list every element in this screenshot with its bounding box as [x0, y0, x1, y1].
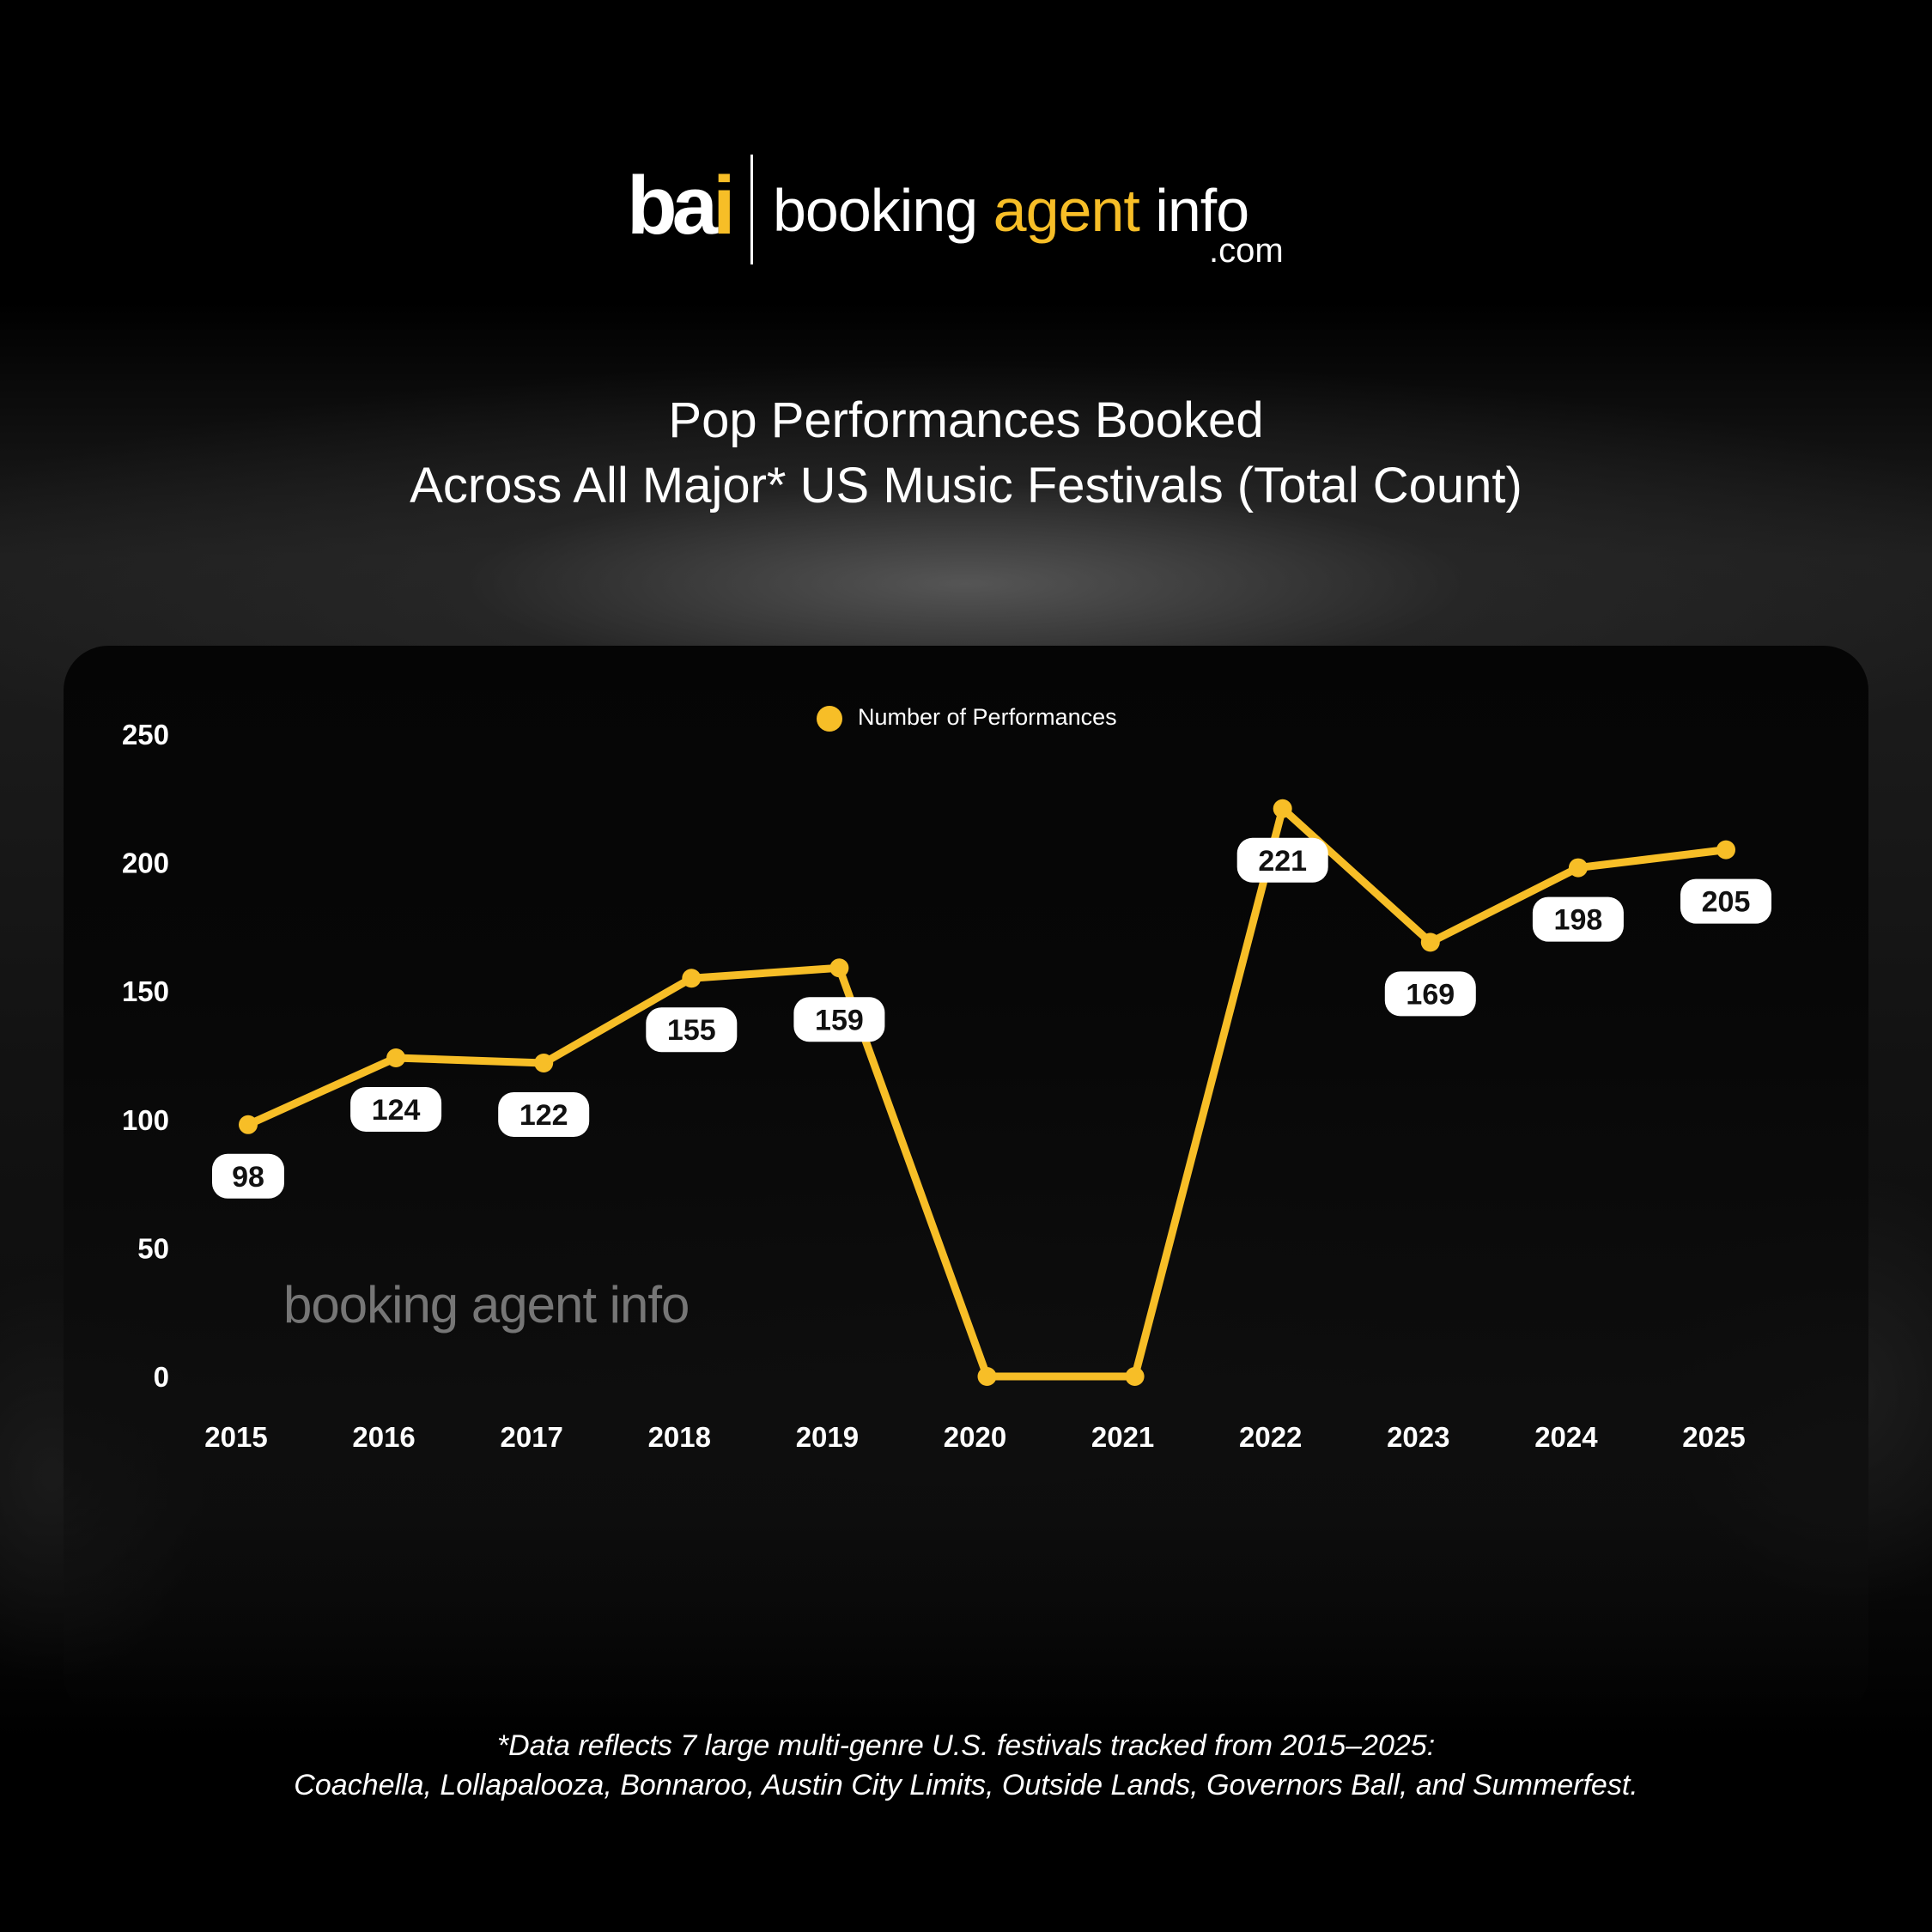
- data-label: 159: [815, 1004, 864, 1036]
- data-labels: 98 124 122 155 159 221 169 198 205: [212, 837, 1771, 1199]
- x-tick-label: 2021: [1091, 1421, 1154, 1453]
- legend-label: Number of Performances: [858, 704, 1117, 730]
- x-tick-label: 2025: [1682, 1421, 1745, 1453]
- title-line-1: Pop Performances Booked: [668, 392, 1264, 448]
- data-label: 122: [519, 1099, 568, 1132]
- data-point: [977, 1367, 997, 1386]
- y-tick-label: 150: [122, 975, 169, 1007]
- y-tick-label: 0: [154, 1361, 169, 1393]
- y-tick-label: 250: [122, 719, 169, 750]
- x-tick-label: 2019: [796, 1421, 859, 1453]
- logo-divider: [750, 155, 753, 264]
- data-label: 124: [372, 1094, 421, 1127]
- legend-marker: [817, 706, 842, 732]
- x-tick-label: 2024: [1534, 1421, 1598, 1453]
- x-tick-label: 2020: [944, 1421, 1006, 1453]
- data-point: [534, 1053, 554, 1072]
- x-tick-label: 2018: [648, 1421, 711, 1453]
- footnote: *Data reflects 7 large multi-genre U.S. …: [0, 1726, 1932, 1805]
- data-point: [1125, 1367, 1145, 1386]
- footnote-line-2: Coachella, Lollapalooza, Bonnaroo, Austi…: [294, 1769, 1638, 1801]
- data-point: [1568, 858, 1588, 878]
- x-axis: 2015 2016 2017 2018 2019 2020 2021 2022 2023 2024…: [204, 1421, 1745, 1453]
- x-tick-label: 2023: [1387, 1421, 1449, 1453]
- chart-title: Pop Performances Booked Across All Major…: [0, 388, 1932, 519]
- data-label: 198: [1554, 904, 1603, 937]
- data-label-box: [1680, 878, 1771, 924]
- data-label-box: [498, 1091, 590, 1137]
- data-label-box: [1532, 896, 1624, 942]
- x-tick-label: 2016: [352, 1421, 415, 1453]
- brand-logo: bai booking agent info .com: [0, 155, 1932, 275]
- data-label-box: [350, 1086, 442, 1132]
- chart-panel: [64, 646, 1868, 1719]
- data-point: [1273, 799, 1292, 818]
- data-label: 221: [1258, 845, 1307, 878]
- data-label: 169: [1406, 978, 1455, 1011]
- y-tick-label: 50: [137, 1232, 169, 1264]
- data-label-box: [793, 997, 885, 1042]
- title-line-2: Across All Major* US Music Festivals (To…: [410, 458, 1522, 513]
- logo-dotcom: .com: [1209, 232, 1284, 270]
- data-label-box: [212, 1153, 284, 1199]
- data-label-box: [646, 1007, 738, 1053]
- legend: Number of Performances: [817, 704, 1117, 732]
- y-tick-label: 100: [122, 1104, 169, 1136]
- data-point: [386, 1048, 406, 1067]
- x-tick-label: 2017: [500, 1421, 562, 1453]
- series-number-of-performances: [239, 799, 1735, 1386]
- data-point: [1420, 933, 1440, 952]
- logo-wordmark: booking agent info: [773, 177, 1249, 244]
- data-label: 98: [232, 1161, 264, 1194]
- data-point: [829, 958, 849, 978]
- data-label: 205: [1702, 886, 1751, 919]
- data-point: [1716, 840, 1735, 860]
- footnote-line-1: *Data reflects 7 large multi-genre U.S. …: [496, 1729, 1436, 1762]
- data-label: 155: [667, 1014, 716, 1047]
- x-tick-label: 2022: [1239, 1421, 1302, 1453]
- y-axis: 0 50 100 150 200 250: [122, 719, 169, 1393]
- x-tick-label: 2015: [204, 1421, 267, 1453]
- data-point: [239, 1115, 258, 1134]
- data-label-box: [1236, 837, 1328, 883]
- data-point: [682, 969, 702, 988]
- y-tick-label: 200: [122, 848, 169, 879]
- data-label-box: [1384, 971, 1476, 1017]
- watermark-text: booking agent info: [283, 1276, 689, 1334]
